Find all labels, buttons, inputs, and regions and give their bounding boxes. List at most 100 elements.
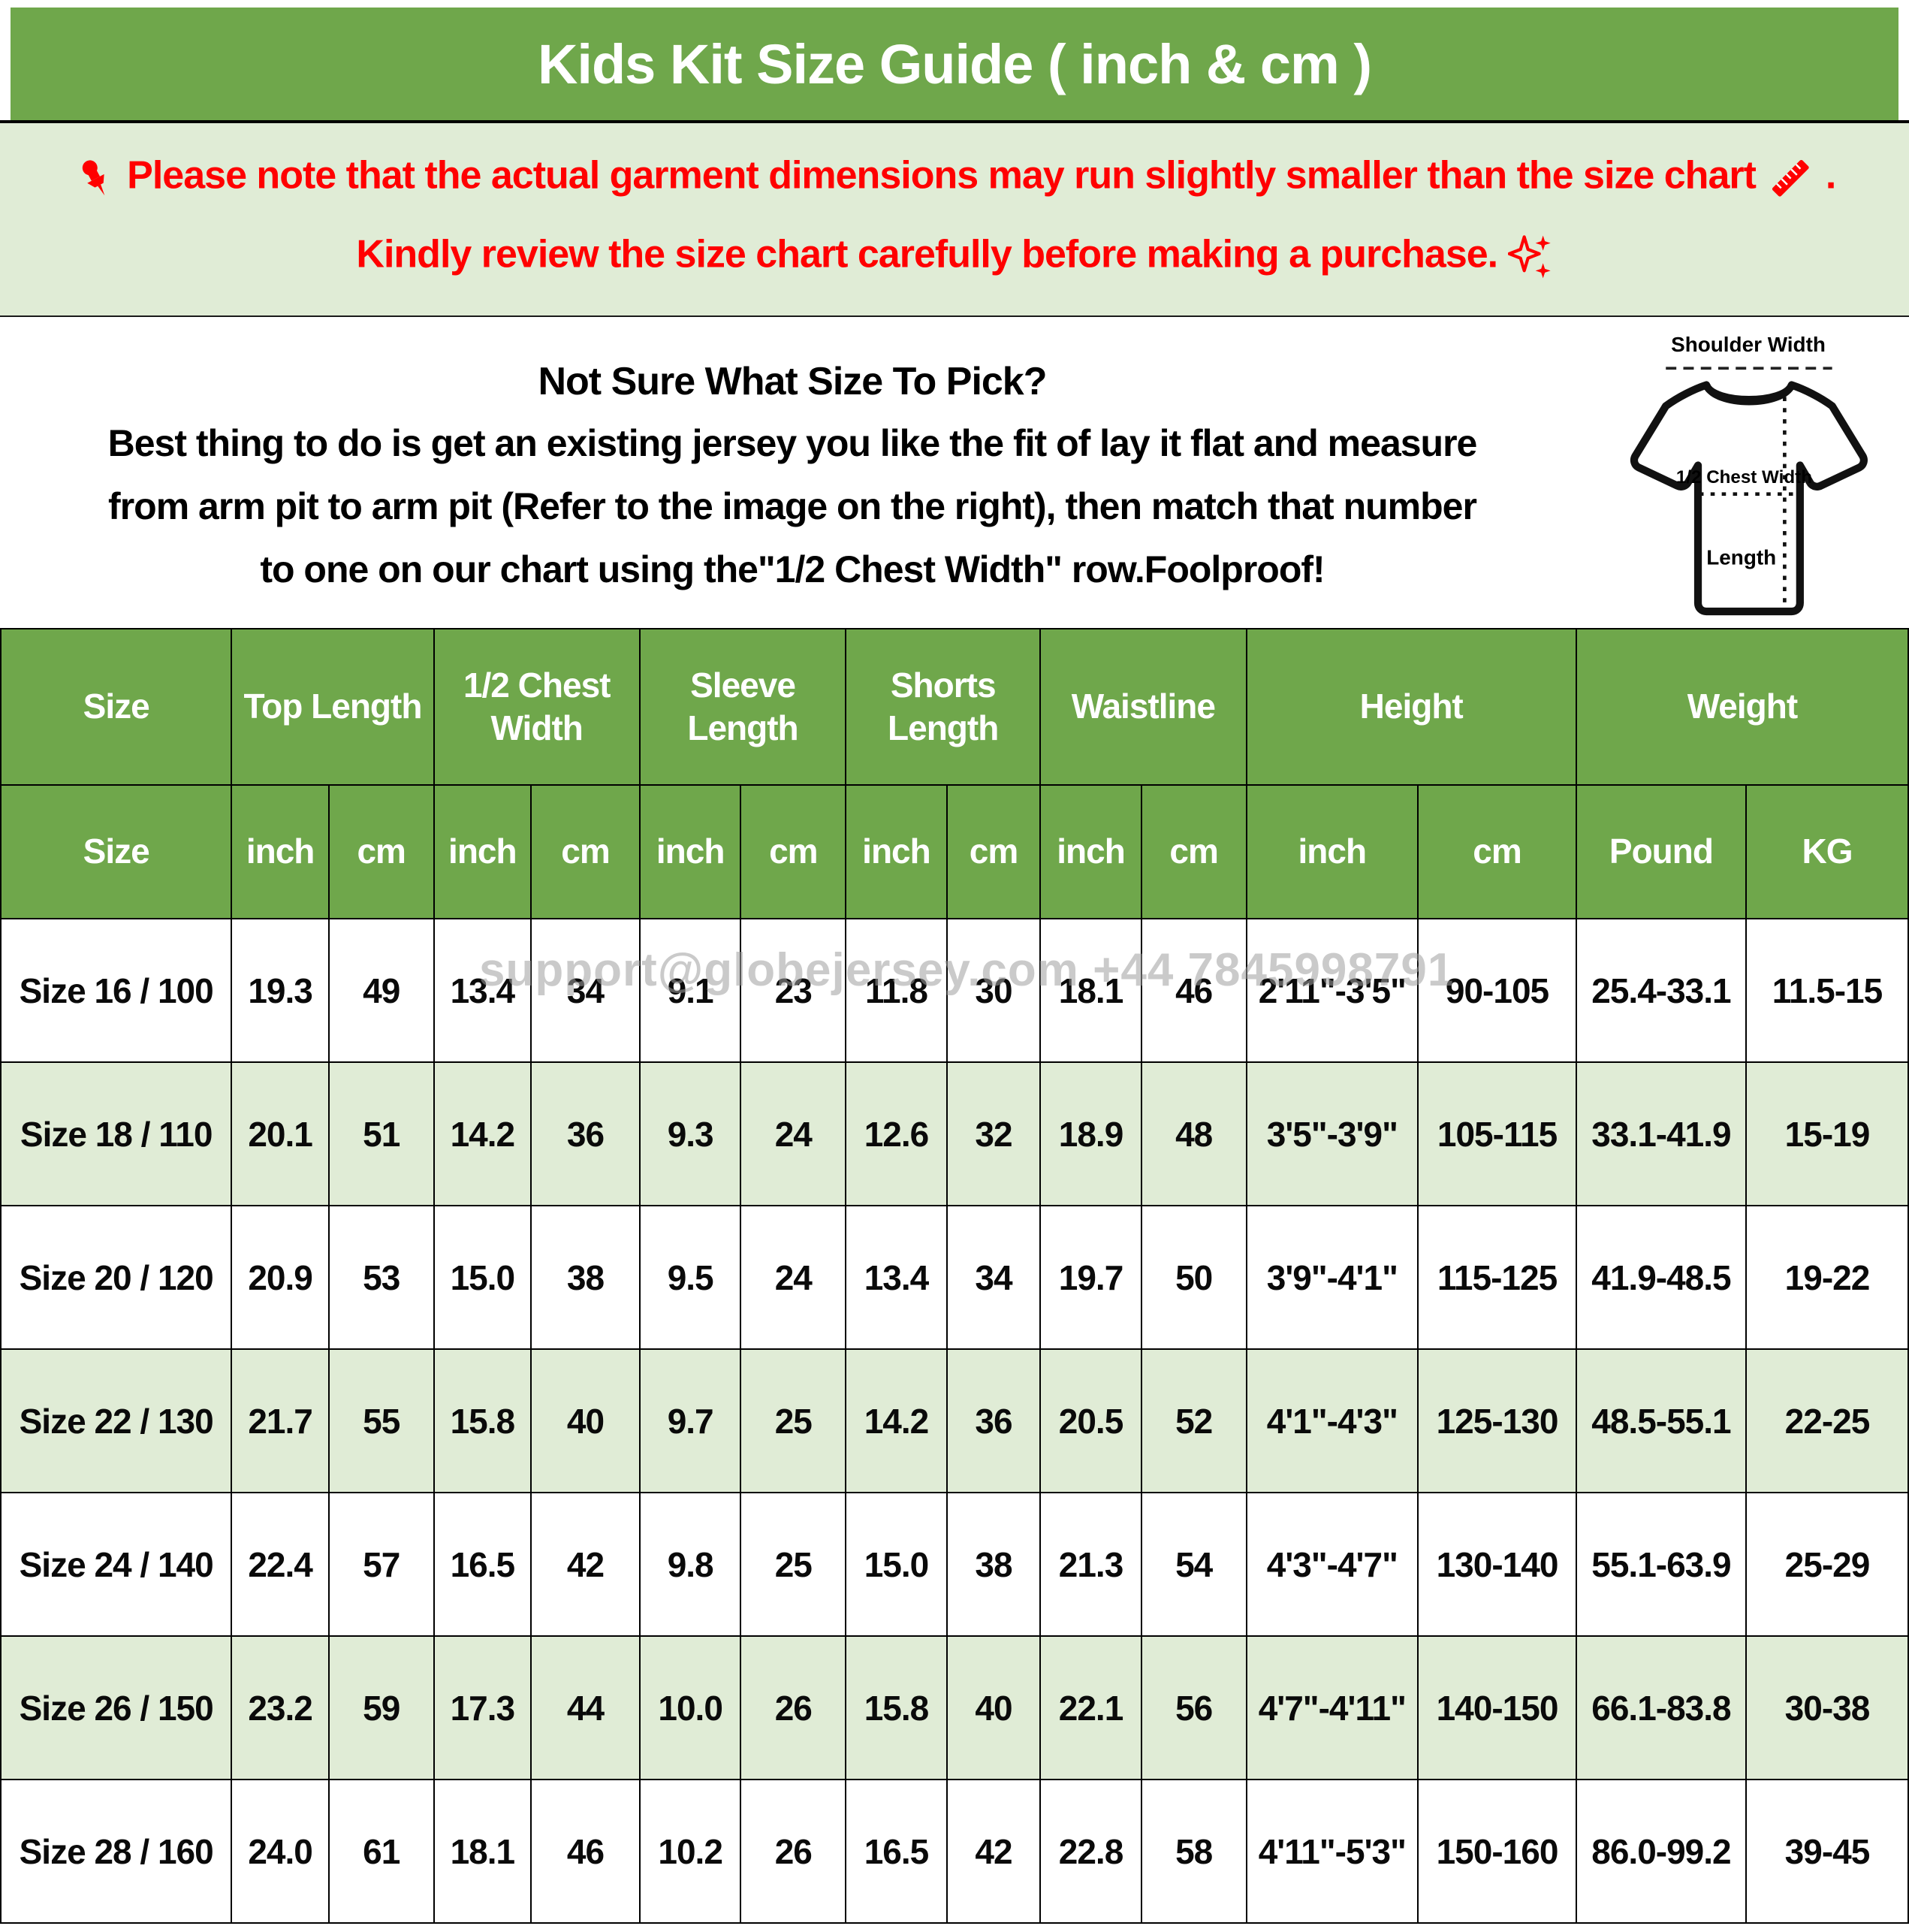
column-unit-header: cm (1417, 784, 1577, 919)
value-cell: 40 (530, 1348, 641, 1493)
size-cell: Size 18 / 110 (0, 1061, 233, 1206)
column-unit-header: inch (845, 784, 948, 919)
value-cell: 22.8 (1039, 1779, 1142, 1924)
value-cell: 30 (945, 918, 1042, 1063)
value-cell: 20.5 (1039, 1348, 1142, 1493)
value-cell: 9.3 (638, 1061, 742, 1206)
length-label: Length (1706, 546, 1776, 569)
value-cell: 150-160 (1417, 1779, 1577, 1924)
table-row: Size 22 / 130 21.7 55 15.8 40 9.7 25 14.2 36 20.5… (0, 1348, 1909, 1493)
value-cell: 25.4-33.1 (1575, 918, 1747, 1063)
column-unit-header: inch (433, 784, 532, 919)
half-chest-label: 1/2 Chest Width (1676, 467, 1812, 488)
value-cell: 51 (327, 1061, 435, 1206)
value-cell: 3'9"-4'1" (1245, 1205, 1419, 1350)
value-cell: 56 (1140, 1635, 1247, 1780)
value-cell: 24.0 (231, 1779, 330, 1924)
value-cell: 105-115 (1417, 1061, 1577, 1206)
value-cell: 42 (945, 1779, 1042, 1924)
value-cell: 36 (530, 1061, 641, 1206)
value-cell: 14.2 (845, 1348, 948, 1493)
value-cell: 10.2 (638, 1779, 742, 1924)
notice-line-1: Please note that the actual garment dime… (8, 153, 1901, 203)
value-cell: 140-150 (1417, 1635, 1577, 1780)
value-cell: 9.8 (638, 1492, 742, 1637)
column-group-header: Weight (1575, 628, 1909, 786)
value-cell: 46 (1140, 918, 1247, 1063)
ruler-icon (1772, 159, 1810, 197)
table-row: Size 28 / 160 24.0 61 18.1 46 10.2 26 16.5 42 22.… (0, 1779, 1909, 1924)
value-cell: 4'11"-5'3" (1245, 1779, 1419, 1924)
tshirt-collar (1702, 383, 1796, 406)
value-cell: 20.1 (231, 1061, 330, 1206)
notice-line-2: Kindly review the size chart carefully b… (8, 233, 1901, 281)
value-cell: 34 (945, 1205, 1042, 1350)
value-cell: 15.0 (845, 1492, 948, 1637)
notice-banner: Please note that the actual garment dime… (0, 123, 1909, 317)
value-cell: 12.6 (845, 1061, 948, 1206)
value-cell: 46 (530, 1779, 641, 1924)
sizing-help-line-3: to one on our chart using the"1/2 Chest … (260, 548, 1325, 590)
sizing-help-section: Not Sure What Size To Pick? Best thing t… (0, 317, 1909, 628)
value-cell: 19-22 (1745, 1205, 1909, 1350)
value-cell: 18.1 (433, 1779, 532, 1924)
value-cell: 38 (945, 1492, 1042, 1637)
sizing-help-heading: Not Sure What Size To Pick? (538, 360, 1047, 403)
size-cell: Size 20 / 120 (0, 1205, 233, 1350)
value-cell: 48.5-55.1 (1575, 1348, 1747, 1493)
value-cell: 20.9 (231, 1205, 330, 1350)
tshirt-outline (1630, 381, 1868, 616)
value-cell: 41.9-48.5 (1575, 1205, 1747, 1350)
column-group-header: 1/2 Chest Width (433, 628, 641, 786)
value-cell: 25 (740, 1348, 847, 1493)
value-cell: 4'7"-4'11" (1245, 1635, 1419, 1780)
value-cell: 25-29 (1745, 1492, 1909, 1637)
value-cell: 18.9 (1039, 1061, 1142, 1206)
table-row: Size 18 / 110 20.1 51 14.2 36 9.3 24 12.6 32 18.9… (0, 1061, 1909, 1206)
table-row: Size 20 / 120 20.9 53 15.0 38 9.5 24 13.4 34 19.7… (0, 1205, 1909, 1350)
sizing-help-line-2: from arm pit to arm pit (Refer to the im… (108, 485, 1477, 527)
value-cell: 22.4 (231, 1492, 330, 1637)
value-cell: 9.7 (638, 1348, 742, 1493)
group-header-row: Size Top Length 1/2 Chest Width Sleeve Leng… (0, 628, 1909, 786)
value-cell: 32 (945, 1061, 1042, 1206)
column-group-header: Shorts Length (845, 628, 1042, 786)
tshirt-measurement-diagram: Shoulder Width 1/2 Chest Width Length (1630, 333, 1868, 616)
column-group-header: Waistline (1039, 628, 1247, 786)
value-cell: 86.0-99.2 (1575, 1779, 1747, 1924)
value-cell: 30-38 (1745, 1635, 1909, 1780)
divider-line (0, 120, 1909, 123)
value-cell: 52 (1140, 1348, 1247, 1493)
value-cell: 39-45 (1745, 1779, 1909, 1924)
size-cell: Size 26 / 150 (0, 1635, 233, 1780)
notice-line1-text: Please note that the actual garment dime… (127, 153, 1757, 198)
value-cell: 4'1"-4'3" (1245, 1348, 1419, 1493)
value-cell: 13.4 (845, 1205, 948, 1350)
value-cell: 40 (945, 1635, 1042, 1780)
value-cell: 13.4 (433, 918, 532, 1063)
value-cell: 55 (327, 1348, 435, 1493)
column-unit-header: inch (231, 784, 330, 919)
value-cell: 49 (327, 918, 435, 1063)
value-cell: 90-105 (1417, 918, 1577, 1063)
value-cell: 15.0 (433, 1205, 532, 1350)
size-cell: Size 16 / 100 (0, 918, 233, 1063)
table-row: Size 16 / 100 19.3 49 13.4 34 9.1 23 11.8 30 18.1… (0, 918, 1909, 1063)
value-cell: 17.3 (433, 1635, 532, 1780)
value-cell: 44 (530, 1635, 641, 1780)
value-cell: 22-25 (1745, 1348, 1909, 1493)
column-group-header: Height (1245, 628, 1577, 786)
value-cell: 33.1-41.9 (1575, 1061, 1747, 1206)
value-cell: 2'11"-3'5" (1245, 918, 1419, 1063)
pushpin-icon (82, 160, 105, 196)
value-cell: 3'5"-3'9" (1245, 1061, 1419, 1206)
unit-header-row: Size inch cm inch cm inch cm inch cm inch cm inch cm… (0, 784, 1909, 919)
size-cell: Size 28 / 160 (0, 1779, 233, 1924)
value-cell: 26 (740, 1635, 847, 1780)
value-cell: 23 (740, 918, 847, 1063)
value-cell: 61 (327, 1779, 435, 1924)
value-cell: 58 (1140, 1779, 1247, 1924)
value-cell: 24 (740, 1061, 847, 1206)
value-cell: 24 (740, 1205, 847, 1350)
